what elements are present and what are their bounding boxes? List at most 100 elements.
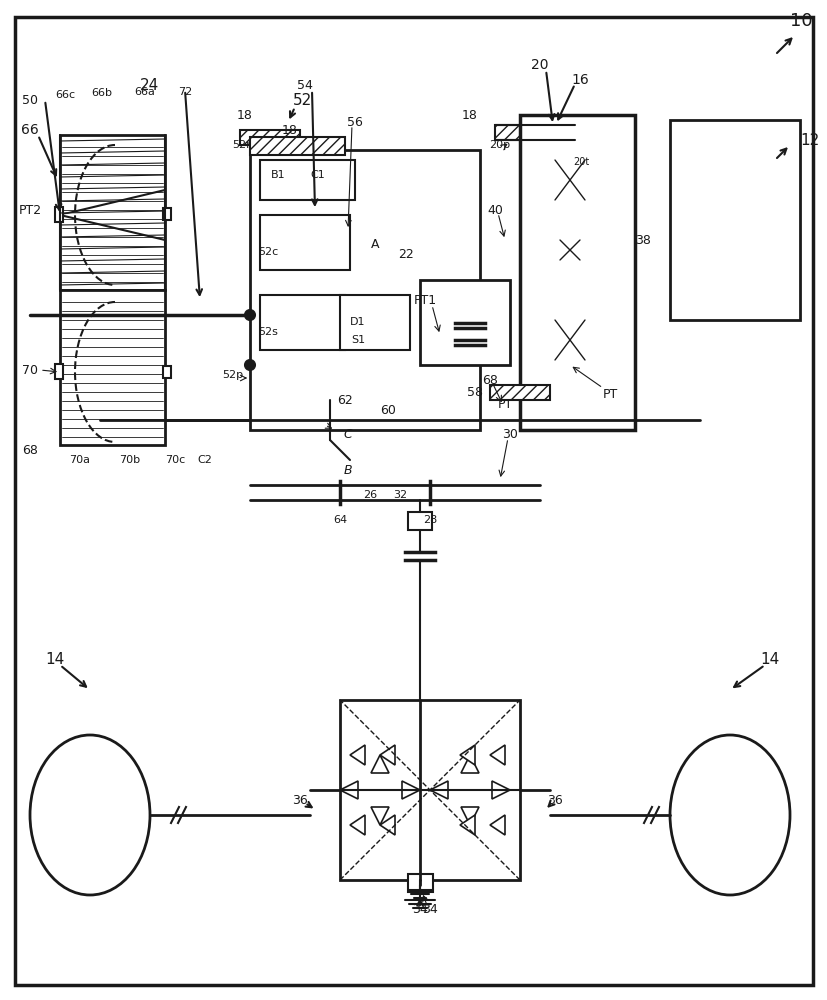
Polygon shape (350, 745, 365, 765)
Circle shape (325, 205, 434, 315)
Ellipse shape (542, 302, 597, 377)
Bar (60, 290, 165, 445)
Text: 38: 38 (634, 233, 650, 246)
Text: 68: 68 (481, 373, 497, 386)
Text: B1: B1 (270, 170, 285, 180)
Text: 50: 50 (22, 94, 38, 107)
Bar (408, 512, 432, 530)
Bar (524, 295, 624, 410)
Text: PT: PT (497, 398, 512, 412)
Text: 20p: 20p (489, 140, 510, 150)
Text: C1: C1 (310, 170, 325, 180)
Text: 24: 24 (141, 78, 160, 93)
Circle shape (325, 315, 434, 425)
Ellipse shape (30, 735, 150, 895)
Bar (55, 207, 63, 222)
Text: 52r: 52r (232, 140, 251, 150)
Text: 64: 64 (332, 515, 347, 525)
Bar (260, 160, 355, 200)
Polygon shape (60, 190, 165, 240)
Text: 16: 16 (571, 73, 588, 87)
Text: 20t: 20t (572, 157, 589, 167)
Text: 70a: 70a (69, 455, 90, 465)
Text: 18: 18 (282, 124, 298, 137)
Polygon shape (402, 781, 419, 799)
Polygon shape (350, 815, 365, 835)
Polygon shape (370, 807, 389, 825)
Ellipse shape (669, 735, 789, 895)
Text: 20: 20 (531, 58, 548, 72)
Text: 60: 60 (380, 403, 395, 416)
Text: 14: 14 (759, 652, 779, 668)
Circle shape (245, 310, 255, 320)
Bar (260, 295, 345, 350)
Text: 32: 32 (393, 490, 407, 500)
Text: 36: 36 (547, 793, 562, 806)
Text: 18: 18 (237, 109, 252, 122)
Text: PT: PT (602, 388, 617, 401)
Text: 66a: 66a (135, 87, 155, 97)
Polygon shape (429, 781, 447, 799)
Text: 66b: 66b (92, 88, 112, 98)
Text: 40: 40 (486, 204, 502, 217)
Text: 52: 52 (293, 93, 313, 108)
Polygon shape (460, 815, 475, 835)
Bar (250, 150, 480, 430)
Polygon shape (490, 815, 504, 835)
Text: 34: 34 (422, 903, 437, 916)
Circle shape (361, 352, 398, 388)
Bar (60, 135, 165, 290)
Circle shape (361, 242, 398, 278)
Bar (524, 135, 624, 290)
Bar (340, 700, 519, 880)
Text: 30: 30 (501, 428, 518, 442)
Text: 56: 56 (347, 116, 362, 129)
Text: C: C (343, 428, 352, 442)
Bar (669, 120, 799, 320)
Bar (340, 295, 409, 350)
Circle shape (404, 248, 428, 272)
Polygon shape (490, 745, 504, 765)
Circle shape (385, 327, 409, 351)
Bar (408, 874, 433, 892)
Bar (163, 208, 171, 220)
Bar (55, 364, 63, 379)
Circle shape (350, 217, 374, 241)
Text: 70c: 70c (165, 455, 185, 465)
Bar (250, 137, 345, 155)
Text: 54: 54 (297, 79, 313, 92)
Text: B: B (343, 464, 351, 477)
Polygon shape (60, 200, 165, 230)
Bar (419, 280, 509, 365)
Text: A: A (370, 238, 379, 251)
Bar (163, 366, 171, 378)
Text: 12: 12 (799, 133, 818, 148)
Bar (240, 130, 299, 145)
Text: 10: 10 (789, 12, 811, 30)
Text: 18: 18 (461, 109, 477, 122)
Text: 62: 62 (337, 393, 352, 406)
Text: 14: 14 (45, 652, 65, 668)
Text: S1: S1 (351, 335, 365, 345)
Text: PT1: PT1 (413, 294, 436, 306)
Circle shape (245, 360, 255, 370)
Text: C2: C2 (198, 455, 213, 465)
Text: 58: 58 (466, 385, 482, 398)
Text: 52s: 52s (258, 327, 278, 337)
Text: 36: 36 (292, 793, 308, 806)
Text: 26: 26 (362, 490, 376, 500)
Polygon shape (461, 807, 479, 825)
Circle shape (350, 279, 374, 303)
Polygon shape (380, 745, 394, 765)
Text: 66c: 66c (55, 90, 75, 100)
Text: 52p: 52p (222, 370, 243, 380)
Text: 28: 28 (423, 515, 437, 525)
Text: 72: 72 (178, 87, 192, 97)
Text: 66: 66 (22, 123, 39, 137)
Text: 22: 22 (398, 248, 414, 261)
Text: 34: 34 (412, 903, 428, 916)
Polygon shape (460, 745, 475, 765)
Polygon shape (461, 755, 479, 773)
Text: 52c: 52c (257, 247, 278, 257)
Text: 70: 70 (22, 363, 38, 376)
